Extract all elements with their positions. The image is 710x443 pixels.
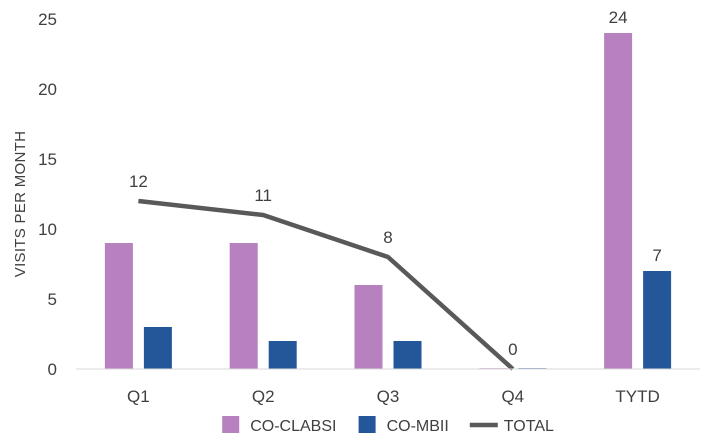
line-total (138, 198, 515, 371)
line-layer (138, 198, 515, 371)
data-labels: 12 11 8 0 24 7 (129, 8, 662, 359)
legend: CO-CLABSI CO-MBII TOTAL (222, 416, 554, 435)
bar-co-clabsi-tytd (604, 33, 633, 369)
bar-layer (104, 33, 672, 369)
y-tick-label: 25 (38, 10, 57, 29)
bar-co-clabsi-q1 (104, 243, 133, 369)
legend-swatch-co-clabsi (222, 416, 240, 433)
y-tick-label: 10 (38, 220, 57, 239)
bar-co-mbii-q2 (268, 341, 297, 369)
bar-co-mbii-q1 (143, 327, 172, 369)
y-tick-label: 20 (38, 80, 57, 99)
data-label: 7 (652, 246, 661, 265)
bar-co-mbii-q3 (393, 341, 422, 369)
bar-co-mbii-tytd (643, 271, 672, 369)
x-tick-label: Q4 (501, 387, 524, 406)
legend-label: TOTAL (504, 418, 554, 435)
legend-label: CO-MBII (387, 418, 449, 435)
x-tick-label: Q1 (127, 387, 150, 406)
bar-co-clabsi-q3 (354, 285, 383, 369)
y-tick-label: 5 (48, 290, 57, 309)
data-label: 8 (383, 228, 392, 247)
data-label: 11 (254, 186, 272, 205)
bar-co-clabsi-q2 (229, 243, 258, 369)
y-tick-label: 0 (48, 360, 57, 379)
y-tick-label: 15 (38, 150, 57, 169)
legend-label: CO-CLABSI (250, 418, 336, 435)
data-label: 0 (508, 340, 517, 359)
x-tick-label: TYTD (615, 387, 659, 406)
x-tick-label: Q3 (377, 387, 400, 406)
y-axis-title: VISITS PER MONTH (12, 131, 29, 277)
data-label: 24 (609, 8, 628, 27)
x-tick-label: Q2 (252, 387, 275, 406)
y-axis-ticks: 0 5 10 15 20 25 (38, 10, 57, 379)
x-axis-labels: Q1 Q2 Q3 Q4 TYTD (127, 387, 660, 406)
legend-swatch-co-mbii (358, 416, 376, 433)
data-label: 12 (129, 172, 148, 191)
